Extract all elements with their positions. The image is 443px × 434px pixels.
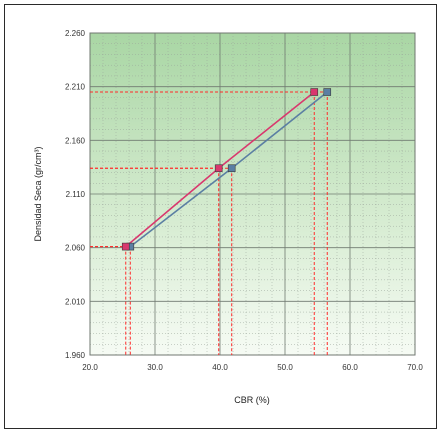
y-tick-label: 1.960 bbox=[65, 351, 86, 360]
y-tick-label: 2.260 bbox=[65, 29, 86, 38]
x-tick-label: 70.0 bbox=[407, 363, 423, 372]
y-tick-label: 2.160 bbox=[65, 136, 86, 145]
series-layer bbox=[121, 88, 332, 251]
major-grid bbox=[89, 32, 416, 356]
y-tick-label: 2.010 bbox=[65, 297, 86, 306]
series-1-point bbox=[227, 164, 236, 173]
y-tick-label: 2.110 bbox=[66, 190, 86, 199]
y-axis-label: Densidad Seca (gr/cm³) bbox=[33, 146, 43, 241]
series-2-point bbox=[121, 242, 130, 251]
series-2-point bbox=[214, 164, 223, 173]
x-tick-label: 50.0 bbox=[277, 363, 293, 372]
x-tick-label: 30.0 bbox=[147, 363, 163, 372]
series-2-point bbox=[310, 88, 319, 96]
series-1-point bbox=[323, 88, 332, 96]
x-tick-label: 60.0 bbox=[342, 363, 358, 372]
minor-grid bbox=[90, 33, 415, 355]
x-tick-label: 20.0 bbox=[82, 363, 98, 372]
y-tick-label: 2.210 bbox=[65, 83, 86, 92]
x-axis-label: CBR (%) bbox=[234, 395, 270, 405]
x-tick-label: 40.0 bbox=[212, 363, 228, 372]
reference-lines bbox=[90, 91, 328, 355]
y-tick-label: 2.060 bbox=[65, 244, 86, 253]
tick-labels: 20.0 30.0 40.0 50.0 60.0 70.0 1.960 2.010 2.060 2… bbox=[65, 29, 423, 372]
